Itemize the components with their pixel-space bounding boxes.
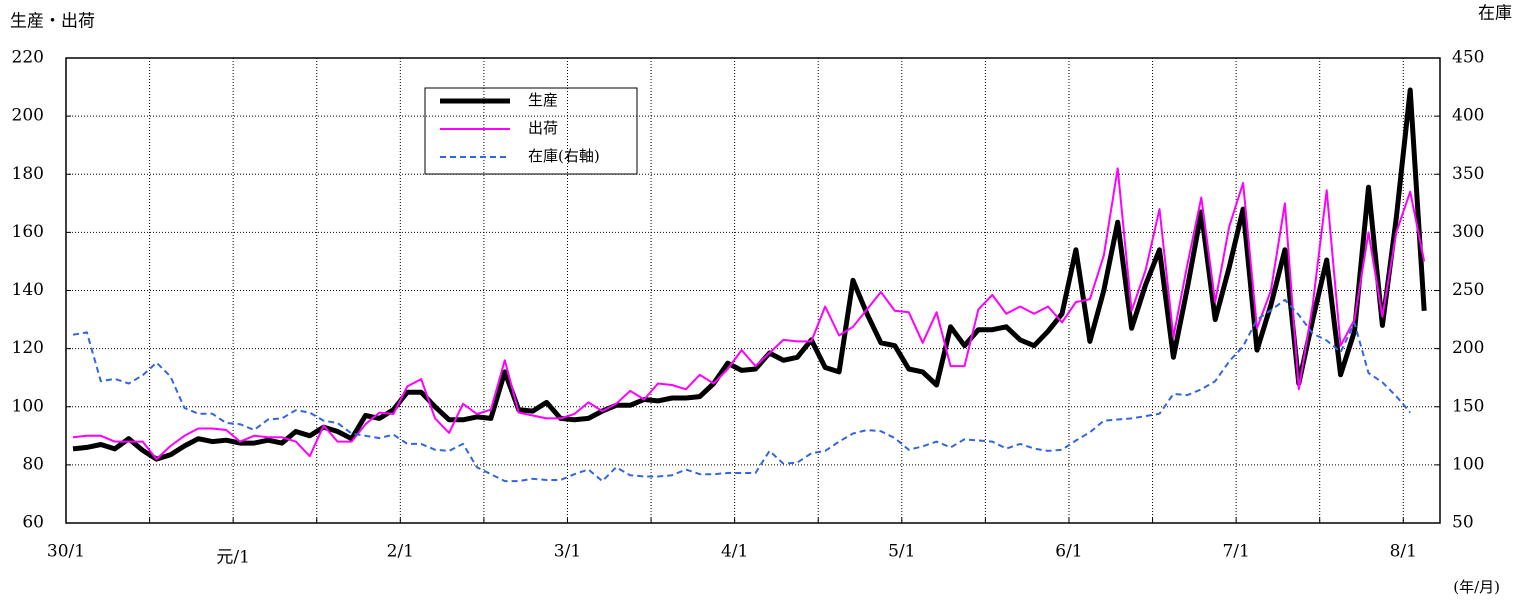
x-tick-label: 元/1 — [216, 548, 250, 568]
y2-tick-label: 250 — [1452, 280, 1484, 300]
y-tick-label: 60 — [22, 513, 44, 533]
y-tick-label: 200 — [12, 106, 44, 126]
y2-tick-label: 50 — [1452, 513, 1474, 533]
x-tick-label: 2/1 — [387, 542, 414, 562]
x-axis-label: (年/月) — [1453, 578, 1500, 596]
legend-label: 生産 — [528, 91, 558, 109]
x-tick-label: 3/1 — [554, 542, 581, 562]
x-tick-label: 8/1 — [1390, 542, 1417, 562]
legend-label: 在庫(右軸) — [528, 147, 600, 165]
y2-tick-label: 150 — [1452, 396, 1484, 416]
y-tick-label: 180 — [12, 164, 44, 184]
series-line — [72, 298, 1411, 483]
x-tick-label: 30/1 — [47, 542, 85, 562]
y-tick-label: 120 — [12, 338, 44, 358]
x-tick-label: 7/1 — [1222, 542, 1249, 562]
y2-tick-label: 400 — [1452, 106, 1484, 126]
y2-tick-label: 100 — [1452, 454, 1484, 474]
series-line — [72, 87, 1427, 462]
series-line — [72, 167, 1426, 461]
y2-tick-label: 350 — [1452, 164, 1484, 184]
y-tick-label: 220 — [12, 48, 44, 68]
y2-tick-label: 200 — [1452, 338, 1484, 358]
y-tick-label: 80 — [22, 454, 44, 474]
x-tick-label: 6/1 — [1055, 542, 1082, 562]
y2-tick-label: 300 — [1452, 222, 1484, 242]
legend-label: 出荷 — [528, 119, 558, 137]
y-axis-label: 生産・出荷 — [10, 12, 95, 32]
x-tick-label: 5/1 — [888, 542, 915, 562]
y-tick-label: 100 — [12, 396, 44, 416]
plot-frame — [65, 57, 1441, 524]
y2-tick-label: 450 — [1452, 48, 1484, 68]
y-tick-label: 140 — [12, 280, 44, 300]
y2-axis-label: 在庫 — [1478, 4, 1512, 24]
y-tick-label: 160 — [12, 222, 44, 242]
x-tick-label: 4/1 — [721, 542, 748, 562]
